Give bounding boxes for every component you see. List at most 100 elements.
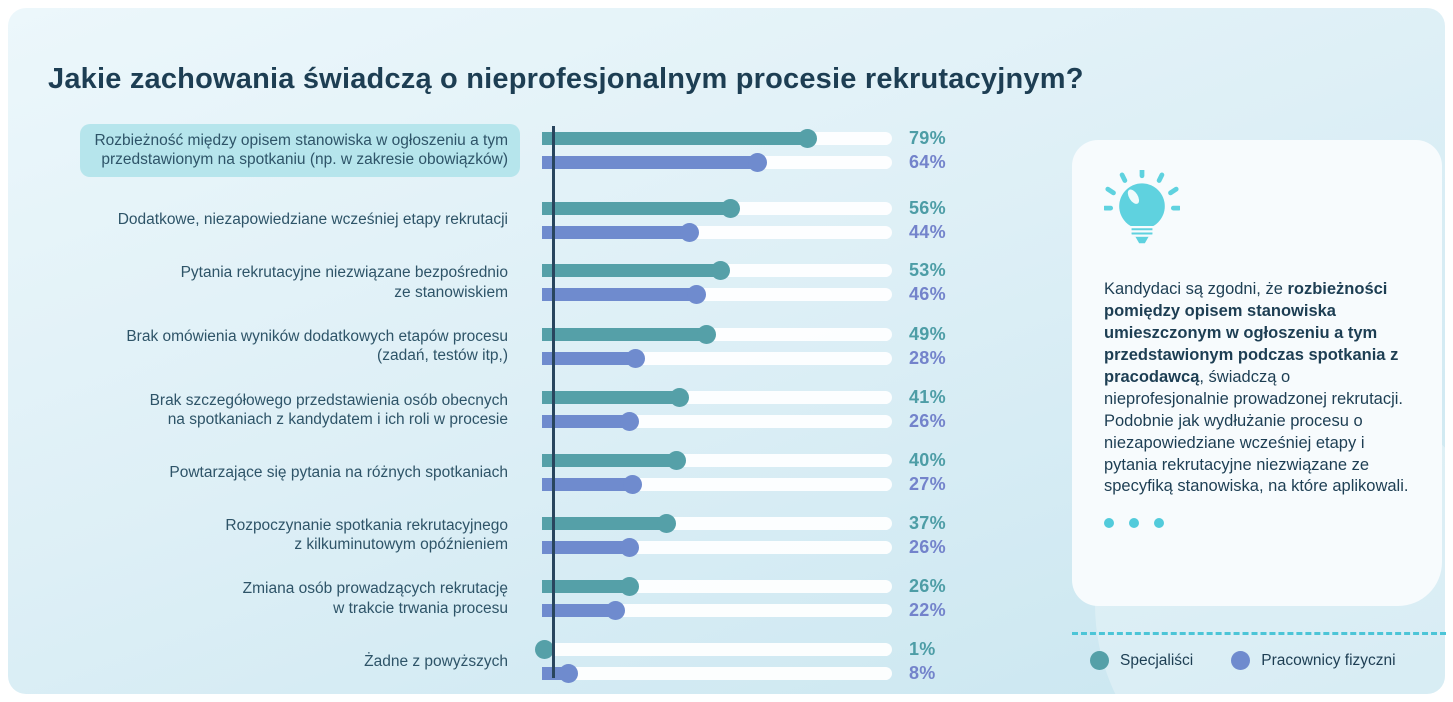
chart-row: Dodatkowe, niezapowiedziane wcześniej et… bbox=[56, 197, 1036, 242]
category-label: Brak szczegółowego przedstawienia osób o… bbox=[149, 391, 508, 428]
ellipsis-dot bbox=[1104, 518, 1114, 529]
bar-dot-pracownicy-fizyczni bbox=[680, 222, 700, 242]
insight-paragraph: Kandydaci są zgodni, że rozbieżności pom… bbox=[1104, 279, 1410, 498]
legend-label-specjalisci: Specjaliści bbox=[1120, 651, 1194, 669]
value-label-pracownicy-fizyczni: 8% bbox=[909, 663, 936, 683]
bar-pracownicy-fizyczni bbox=[542, 348, 646, 368]
legend-dot-pracownicy-fizyczni bbox=[1231, 651, 1251, 670]
value-labels: 49% 28% bbox=[894, 324, 946, 368]
bar-pracownicy-fizyczni bbox=[542, 537, 639, 557]
bar-pair bbox=[542, 128, 894, 172]
category-label-wrap: Brak omówienia wyników dodatkowych etapó… bbox=[56, 327, 536, 366]
bar-pracownicy-fizyczni bbox=[542, 664, 578, 683]
category-label: Brak omówienia wyników dodatkowych etapó… bbox=[126, 327, 508, 365]
insight-text-bold: rozbieżności pomiędzy opisem stanowiska … bbox=[1104, 280, 1399, 386]
chart-row: Brak omówienia wyników dodatkowych etapó… bbox=[56, 324, 1036, 368]
bar-dot-pracownicy-fizyczni bbox=[626, 348, 646, 368]
category-label: Powtarzające się pytania na różnych spot… bbox=[169, 463, 508, 481]
value-label-pracownicy-fizyczni: 44% bbox=[909, 221, 946, 242]
bar-pair bbox=[542, 198, 894, 242]
chart-row: Brak szczegółowego przedstawienia osób o… bbox=[56, 387, 1036, 432]
bar-specjalisci bbox=[542, 128, 818, 148]
chart-row: Rozbieżność między opisem stanowiska w o… bbox=[56, 124, 1036, 177]
lightbulb-icon bbox=[1102, 167, 1182, 244]
category-label-highlighted: Rozbieżność między opisem stanowiska w o… bbox=[80, 124, 520, 177]
value-label-pracownicy-fizyczni: 26% bbox=[909, 411, 946, 432]
bar-track bbox=[542, 451, 892, 471]
category-label-wrap: Pytania rekrutacyjne niezwiązane bezpośr… bbox=[56, 263, 536, 302]
bar-specjalisci bbox=[542, 324, 717, 344]
bar-track bbox=[542, 537, 892, 557]
value-label-pracownicy-fizyczni: 26% bbox=[909, 536, 946, 557]
chart-row: Pytania rekrutacyjne niezwiązane bezpośr… bbox=[56, 260, 1036, 305]
bar-track bbox=[542, 261, 892, 281]
bar-track bbox=[542, 475, 892, 495]
bar-track bbox=[542, 324, 892, 344]
value-label-specjalisci: 41% bbox=[909, 387, 946, 408]
value-label-specjalisci: 1% bbox=[909, 639, 936, 659]
insight-card: Kandydaci są zgodni, że rozbieżności pom… bbox=[1072, 140, 1442, 606]
legend-dot-specjalisci bbox=[1090, 651, 1109, 670]
legend-item-specjalisci: Specjaliści bbox=[1090, 651, 1193, 670]
category-label-wrap: Brak szczegółowego przedstawienia osób o… bbox=[56, 391, 536, 430]
ellipsis-dots bbox=[1104, 518, 1410, 529]
chart-row: Rozpoczynanie spotkania rekrutacyjnego z … bbox=[56, 512, 1036, 557]
value-label-specjalisci: 40% bbox=[909, 450, 946, 471]
bar-dot-specjalisci bbox=[535, 640, 555, 659]
bar-dot-specjalisci bbox=[710, 261, 730, 281]
bar-specjalisci bbox=[542, 388, 690, 408]
bar-dot-specjalisci bbox=[619, 577, 639, 597]
insight-text: Podobnie jak wydłużanie procesu o niezap… bbox=[1104, 411, 1409, 496]
chart-row: Zmiana osób prowadzących rekrutację w tra… bbox=[56, 576, 1036, 621]
insight-text: Kandydaci są zgodni, że bbox=[1104, 280, 1288, 298]
dashed-divider bbox=[1072, 632, 1446, 635]
bar-pracownicy-fizyczni bbox=[542, 285, 706, 305]
category-label: Żadne z powyższych bbox=[364, 652, 508, 670]
ellipsis-dot bbox=[1129, 518, 1139, 529]
chart-rows: Rozbieżność między opisem stanowiska w o… bbox=[56, 124, 1036, 683]
bar-dot-pracownicy-fizyczni bbox=[687, 285, 706, 305]
bar-chart: Rozbieżność między opisem stanowiska w o… bbox=[56, 124, 1036, 683]
bar-pair bbox=[542, 577, 894, 621]
category-label: Dodatkowe, niezapowiedziane wcześniej et… bbox=[117, 211, 508, 229]
category-label-wrap: Rozpoczynanie spotkania rekrutacyjnego z … bbox=[56, 516, 536, 555]
bar-pair bbox=[535, 640, 894, 683]
bar-dot-pracownicy-fizyczni bbox=[619, 412, 639, 432]
value-label-specjalisci: 37% bbox=[909, 512, 946, 533]
bar-track bbox=[535, 640, 892, 659]
bar-pracownicy-fizyczni bbox=[542, 475, 642, 495]
bar-specjalisci bbox=[542, 198, 740, 218]
value-label-pracownicy-fizyczni: 22% bbox=[909, 600, 946, 621]
bar-pracownicy-fizyczni bbox=[542, 412, 639, 432]
category-label: Rozpoczynanie spotkania rekrutacyjnego z … bbox=[225, 516, 508, 554]
bar-track bbox=[542, 388, 892, 408]
bar-pracownicy-fizyczni bbox=[542, 601, 626, 621]
bar-dot-pracownicy-fizyczni bbox=[747, 152, 767, 172]
ellipsis-dot bbox=[1154, 518, 1164, 529]
bar-dot-specjalisci bbox=[670, 388, 690, 408]
bar-track bbox=[542, 664, 892, 683]
category-label: Pytania rekrutacyjne niezwiązane bezpośr… bbox=[180, 264, 508, 301]
axis-line bbox=[552, 126, 555, 678]
legend-label-pracownicy-fizyczni: Pracownicy fizyczni bbox=[1261, 651, 1396, 669]
value-label-pracownicy-fizyczni: 27% bbox=[909, 474, 946, 495]
bar-dot-specjalisci bbox=[656, 513, 676, 533]
bar-track bbox=[542, 198, 892, 218]
value-label-specjalisci: 56% bbox=[909, 197, 946, 218]
chart-row: Powtarzające się pytania na różnych spot… bbox=[56, 450, 1036, 495]
bar-dot-specjalisci bbox=[697, 324, 717, 344]
value-label-pracownicy-fizyczni: 64% bbox=[909, 151, 946, 172]
value-labels: 40% 27% bbox=[894, 450, 946, 495]
category-label-wrap: Dodatkowe, niezapowiedziane wcześniej et… bbox=[56, 210, 536, 229]
value-labels: 41% 26% bbox=[894, 387, 946, 432]
bar-track bbox=[542, 348, 892, 368]
bar-dot-specjalisci bbox=[798, 128, 818, 148]
bar-dot-pracownicy-fizyczni bbox=[623, 475, 642, 495]
bar-dot-pracownicy-fizyczni bbox=[606, 601, 626, 621]
bar-track bbox=[542, 577, 892, 597]
value-label-pracownicy-fizyczni: 46% bbox=[909, 284, 946, 305]
value-label-specjalisci: 79% bbox=[909, 127, 946, 148]
bar-pair bbox=[542, 324, 894, 368]
value-labels: 79% 64% bbox=[894, 127, 946, 172]
